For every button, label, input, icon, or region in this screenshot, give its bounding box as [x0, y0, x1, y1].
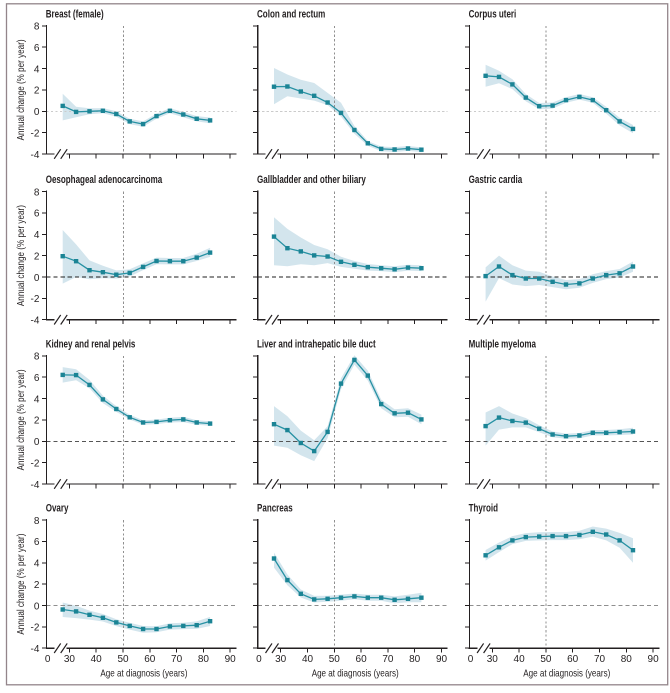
svg-text:6: 6 [34, 209, 40, 220]
svg-text:-4: -4 [30, 316, 39, 327]
svg-text:4: 4 [34, 559, 40, 570]
svg-text:90: 90 [648, 654, 660, 665]
svg-text:30: 30 [64, 654, 76, 665]
svg-text:Age at diagnosis (years): Age at diagnosis (years) [523, 667, 610, 679]
svg-text:Corpus uteri: Corpus uteri [469, 8, 517, 20]
svg-text:6: 6 [34, 43, 40, 54]
svg-text:2: 2 [34, 86, 40, 97]
svg-text:40: 40 [514, 654, 526, 665]
svg-text:Annual change (% per year): Annual change (% per year) [15, 369, 27, 470]
svg-text:80: 80 [621, 654, 633, 665]
svg-text:-2: -2 [30, 459, 39, 470]
svg-text:Thyroid: Thyroid [469, 503, 498, 515]
svg-text:Multiple myeloma: Multiple myeloma [469, 338, 537, 350]
svg-text:0: 0 [34, 437, 40, 448]
svg-text:2: 2 [34, 580, 40, 591]
svg-text:Ovary: Ovary [46, 503, 69, 515]
svg-text:30: 30 [275, 654, 287, 665]
svg-text:6: 6 [34, 537, 40, 548]
svg-text:-2: -2 [30, 623, 39, 634]
svg-text:4: 4 [34, 230, 40, 241]
svg-text:Age at diagnosis (years): Age at diagnosis (years) [312, 667, 399, 679]
svg-text:8: 8 [34, 187, 40, 198]
svg-text:Colon and rectum: Colon and rectum [257, 8, 325, 20]
svg-text:40: 40 [302, 654, 314, 665]
svg-text:0: 0 [34, 107, 40, 118]
svg-text:60: 60 [144, 654, 156, 665]
svg-text:70: 70 [594, 654, 606, 665]
svg-text:0: 0 [34, 601, 40, 612]
svg-text:70: 70 [171, 654, 183, 665]
svg-text:2: 2 [34, 251, 40, 262]
svg-text:-2: -2 [30, 129, 39, 140]
svg-text:0: 0 [34, 273, 40, 284]
svg-text:Liver and intrahepatic bile du: Liver and intrahepatic bile duct [257, 338, 376, 350]
svg-text:-4: -4 [30, 644, 39, 655]
svg-text:50: 50 [329, 654, 341, 665]
svg-text:80: 80 [198, 654, 210, 665]
svg-text:6: 6 [34, 373, 40, 384]
svg-text:-4: -4 [30, 480, 39, 491]
svg-text:-2: -2 [30, 294, 39, 305]
svg-text:90: 90 [436, 654, 448, 665]
svg-text:Kidney and renal pelvis: Kidney and renal pelvis [46, 338, 136, 350]
svg-text:Annual change (% per year): Annual change (% per year) [15, 205, 27, 306]
svg-text:Gastric cardia: Gastric cardia [469, 174, 523, 186]
svg-text:Gallbladder and other biliary: Gallbladder and other biliary [257, 174, 367, 186]
svg-text:60: 60 [567, 654, 579, 665]
svg-text:Pancreas: Pancreas [257, 503, 293, 515]
svg-text:2: 2 [34, 416, 40, 427]
svg-text:0: 0 [256, 654, 262, 665]
svg-text:Age at diagnosis (years): Age at diagnosis (years) [100, 667, 187, 679]
svg-text:Annual change (% per year): Annual change (% per year) [15, 39, 27, 140]
svg-text:90: 90 [225, 654, 237, 665]
svg-text:8: 8 [34, 352, 40, 363]
svg-text:50: 50 [117, 654, 129, 665]
svg-text:Annual change (% per year): Annual change (% per year) [15, 534, 27, 635]
svg-text:Breast (female): Breast (female) [46, 8, 104, 20]
svg-text:0: 0 [45, 654, 51, 665]
svg-text:-4: -4 [30, 150, 39, 161]
svg-text:0: 0 [468, 654, 474, 665]
svg-text:8: 8 [34, 22, 40, 33]
svg-text:Oesophageal adenocarcinoma: Oesophageal adenocarcinoma [46, 174, 163, 186]
svg-text:4: 4 [34, 394, 40, 405]
svg-text:8: 8 [34, 516, 40, 527]
svg-text:80: 80 [409, 654, 421, 665]
svg-text:60: 60 [356, 654, 368, 665]
svg-text:30: 30 [487, 654, 499, 665]
svg-text:4: 4 [34, 64, 40, 75]
svg-text:40: 40 [91, 654, 103, 665]
svg-text:50: 50 [540, 654, 552, 665]
svg-text:70: 70 [382, 654, 394, 665]
